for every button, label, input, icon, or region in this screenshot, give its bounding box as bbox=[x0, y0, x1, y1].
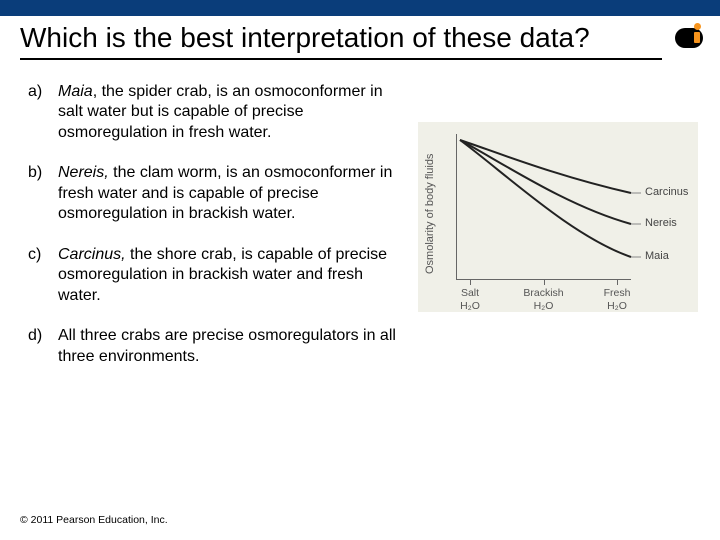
osmolarity-chart: Osmolarity of body fluids SaltH₂O Brackis… bbox=[418, 122, 698, 312]
title-row: Which is the best interpretation of thes… bbox=[0, 16, 720, 58]
option-label: b) bbox=[28, 163, 58, 224]
option-d: d) All three crabs are precise osmoregul… bbox=[28, 326, 408, 367]
option-text: Maia, the spider crab, is an osmoconform… bbox=[58, 82, 408, 143]
page-title: Which is the best interpretation of thes… bbox=[20, 22, 674, 54]
option-label: c) bbox=[28, 245, 58, 306]
header-bar bbox=[0, 0, 720, 16]
y-axis-label: Osmolarity of body fluids bbox=[424, 154, 436, 274]
series-label-carcinus: Carcinus bbox=[645, 186, 688, 198]
chart-lines bbox=[456, 134, 631, 279]
info-icon bbox=[674, 23, 704, 53]
x-tick-label: SaltH₂O bbox=[440, 287, 500, 312]
chart-container: Osmolarity of body fluids SaltH₂O Brackis… bbox=[408, 82, 710, 387]
answer-options: a) Maia, the spider crab, is an osmoconf… bbox=[28, 82, 408, 387]
option-b: b) Nereis, the clam worm, is an osmoconf… bbox=[28, 163, 408, 224]
option-text: Carcinus, the shore crab, is capable of … bbox=[58, 245, 408, 306]
content-area: a) Maia, the spider crab, is an osmoconf… bbox=[0, 60, 720, 387]
option-text: All three crabs are precise osmoregulato… bbox=[58, 326, 408, 367]
x-tick bbox=[617, 279, 618, 285]
x-tick-label: FreshH₂O bbox=[587, 287, 647, 312]
option-label: a) bbox=[28, 82, 58, 143]
option-c: c) Carcinus, the shore crab, is capable … bbox=[28, 245, 408, 306]
x-tick-label: BrackishH₂O bbox=[514, 287, 574, 312]
option-a: a) Maia, the spider crab, is an osmoconf… bbox=[28, 82, 408, 143]
x-tick bbox=[470, 279, 471, 285]
copyright-footer: © 2011 Pearson Education, Inc. bbox=[20, 514, 168, 526]
series-label-maia: Maia bbox=[645, 250, 669, 262]
series-line-maia bbox=[460, 140, 631, 257]
option-label: d) bbox=[28, 326, 58, 367]
series-line-nereis bbox=[460, 140, 631, 224]
series-line-carcinus bbox=[460, 140, 631, 193]
x-tick bbox=[544, 279, 545, 285]
option-text: Nereis, the clam worm, is an osmoconform… bbox=[58, 163, 408, 224]
series-label-nereis: Nereis bbox=[645, 217, 677, 229]
